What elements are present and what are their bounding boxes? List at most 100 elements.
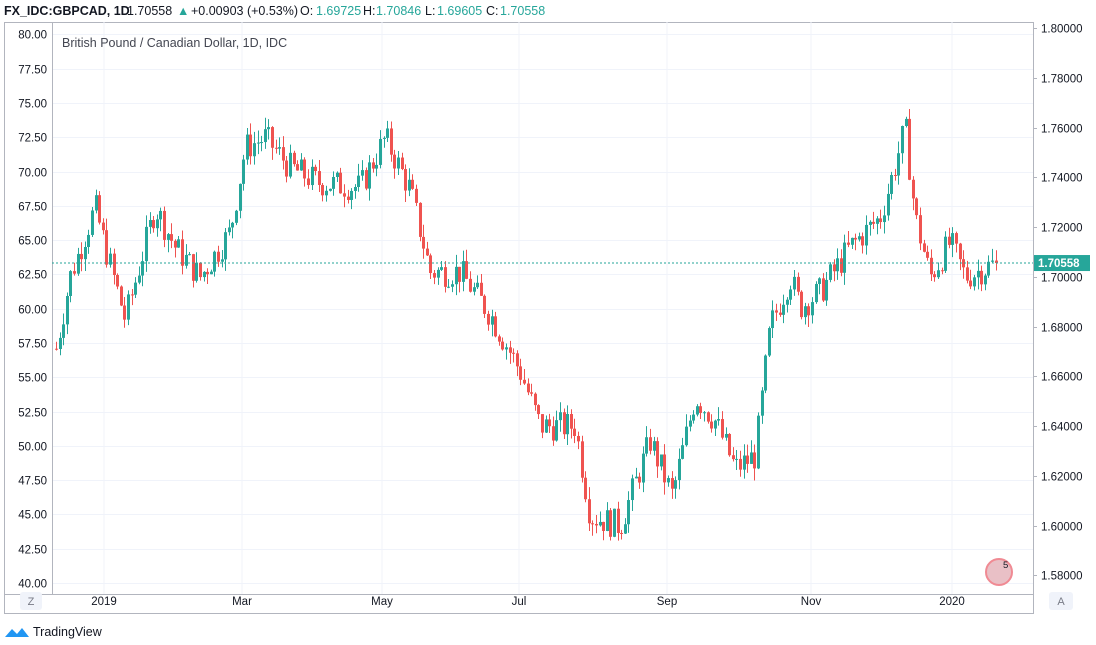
candle-body[interactable]: [721, 419, 724, 438]
candle-body[interactable]: [775, 310, 778, 313]
candle-body[interactable]: [307, 178, 310, 186]
candle-body[interactable]: [552, 426, 555, 441]
auto-button[interactable]: [1049, 592, 1073, 610]
price-chart[interactable]: 80.00 77.50 75.00 72.50 70.00 67.50 65.00 62.50…: [0, 22, 1096, 620]
candle-body[interactable]: [80, 253, 83, 260]
candle-body[interactable]: [818, 278, 821, 284]
candle-body[interactable]: [829, 264, 832, 280]
candle-body[interactable]: [595, 523, 598, 526]
candle-body[interactable]: [95, 195, 98, 211]
candle-body[interactable]: [750, 452, 753, 464]
candle-body[interactable]: [285, 160, 288, 177]
candle-body[interactable]: [415, 188, 418, 203]
candle-body[interactable]: [505, 347, 508, 350]
candle-body[interactable]: [159, 210, 162, 220]
candle-body[interactable]: [537, 405, 540, 415]
candle-body[interactable]: [156, 219, 159, 229]
candle-body[interactable]: [843, 242, 846, 273]
candle-body[interactable]: [955, 233, 958, 244]
candle-body[interactable]: [735, 458, 738, 460]
candle-body[interactable]: [512, 352, 515, 354]
candle-body[interactable]: [753, 452, 756, 469]
candle-body[interactable]: [260, 142, 263, 144]
candle-body[interactable]: [257, 142, 260, 144]
candle-body[interactable]: [559, 412, 562, 421]
candle-body[interactable]: [804, 306, 807, 318]
candle-body[interactable]: [66, 295, 69, 325]
candle-body[interactable]: [739, 458, 742, 470]
candle-body[interactable]: [98, 195, 101, 223]
candle-body[interactable]: [876, 218, 879, 224]
candle-body[interactable]: [462, 261, 465, 282]
candle-body[interactable]: [714, 420, 717, 429]
candle-body[interactable]: [314, 166, 317, 172]
candle-body[interactable]: [447, 286, 450, 288]
candle-body[interactable]: [455, 266, 458, 285]
candle-body[interactable]: [516, 353, 519, 367]
candle-body[interactable]: [163, 210, 166, 240]
candle-body[interactable]: [919, 215, 922, 244]
tradingview-logo-icon[interactable]: [4, 625, 30, 639]
candle-body[interactable]: [361, 170, 364, 176]
candle-body[interactable]: [930, 257, 933, 275]
candle-body[interactable]: [800, 291, 803, 318]
candle-body[interactable]: [195, 262, 198, 281]
candle-body[interactable]: [757, 415, 760, 469]
symbol-name[interactable]: FX_IDC:GBPCAD, 1D: [4, 4, 130, 18]
candle-body[interactable]: [264, 129, 267, 143]
log-z-button-label[interactable]: Z: [28, 596, 35, 608]
candle-body[interactable]: [761, 390, 764, 416]
candle-body[interactable]: [944, 236, 947, 271]
candle-body[interactable]: [167, 234, 170, 240]
candle-body[interactable]: [120, 286, 123, 306]
candle-body[interactable]: [984, 275, 987, 285]
candle-body[interactable]: [181, 239, 184, 266]
candle-body[interactable]: [674, 480, 677, 489]
candle-body[interactable]: [563, 412, 566, 435]
candle-body[interactable]: [429, 255, 432, 274]
candle-body[interactable]: [599, 521, 602, 526]
candle-body[interactable]: [404, 169, 407, 191]
candle-body[interactable]: [494, 316, 497, 337]
candle-body[interactable]: [336, 172, 339, 177]
candle-body[interactable]: [789, 289, 792, 300]
candle-body[interactable]: [584, 477, 587, 500]
candle-body[interactable]: [408, 179, 411, 191]
candle-body[interactable]: [365, 170, 368, 189]
candle-body[interactable]: [177, 239, 180, 248]
candle-body[interactable]: [635, 476, 638, 479]
candle-body[interactable]: [87, 234, 90, 248]
candle-body[interactable]: [206, 271, 209, 275]
candle-body[interactable]: [393, 154, 396, 169]
candle-body[interactable]: [473, 287, 476, 292]
left-price-axis[interactable]: 80.00 77.50 75.00 72.50 70.00 67.50 65.00 62.50…: [18, 30, 47, 591]
candle-body[interactable]: [303, 159, 306, 179]
candle-body[interactable]: [861, 236, 864, 246]
candle-body[interactable]: [797, 276, 800, 292]
candle-body[interactable]: [987, 261, 990, 276]
auto-a-button-label[interactable]: A: [1057, 596, 1065, 608]
candle-body[interactable]: [368, 162, 371, 189]
candle-body[interactable]: [235, 210, 238, 223]
candle-body[interactable]: [548, 419, 551, 427]
candle-body[interactable]: [311, 166, 314, 186]
candle-body[interactable]: [296, 164, 299, 171]
candle-body[interactable]: [390, 128, 393, 155]
candle-body[interactable]: [606, 510, 609, 531]
candle-body[interactable]: [815, 283, 818, 303]
candle-body[interactable]: [444, 267, 447, 287]
candle-body[interactable]: [113, 253, 116, 276]
candle-body[interactable]: [678, 458, 681, 481]
candle-body[interactable]: [699, 406, 702, 413]
candle-body[interactable]: [487, 313, 490, 325]
candle-body[interactable]: [897, 153, 900, 176]
candle-body[interactable]: [613, 508, 616, 537]
candle-body[interactable]: [321, 184, 324, 196]
candle-body[interactable]: [937, 270, 940, 278]
candle-body[interactable]: [926, 251, 929, 258]
candle-body[interactable]: [545, 419, 548, 433]
candle-body[interactable]: [440, 267, 443, 270]
candle-body[interactable]: [289, 152, 292, 177]
candle-body[interactable]: [771, 310, 774, 329]
candle-body[interactable]: [872, 221, 875, 224]
